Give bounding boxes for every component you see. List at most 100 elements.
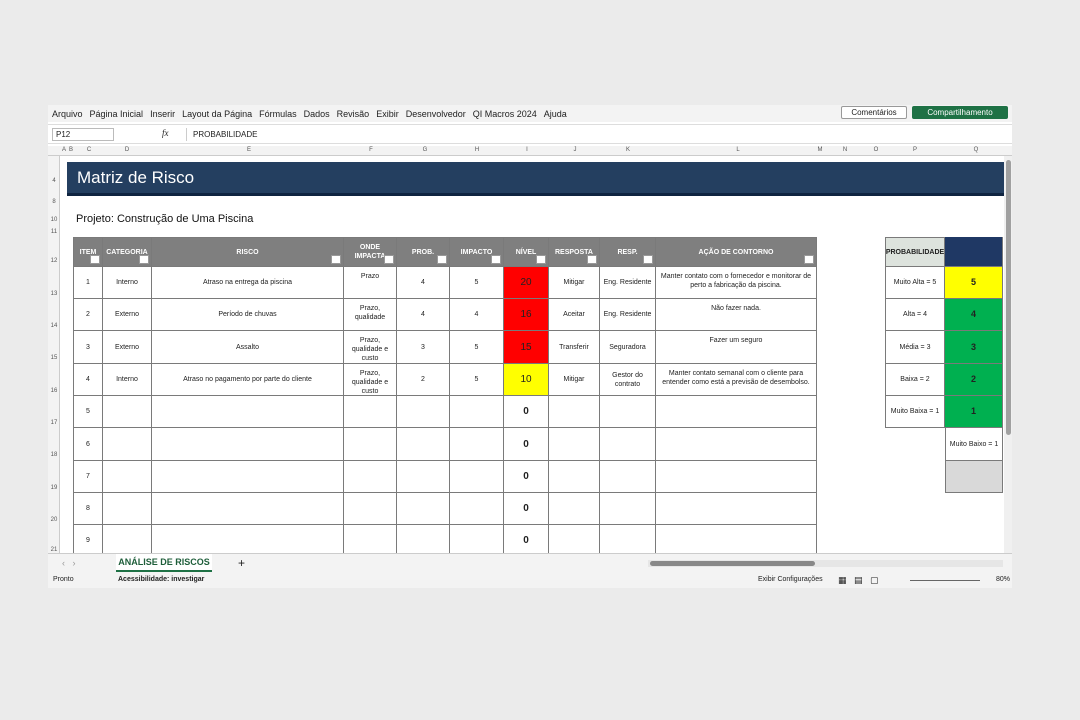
excel-window: Arquivo Página Inicial Inserir Layout da Pá… (48, 105, 1012, 588)
cell-item: 8 (73, 493, 103, 525)
empty-cell (397, 493, 450, 525)
table-header: RESPOSTA (549, 237, 600, 267)
cell-impacto: 5 (450, 331, 504, 364)
row-number: 13 (50, 291, 58, 297)
menu-item[interactable]: Ajuda (543, 108, 567, 119)
empty-cell (344, 525, 397, 553)
row-headers: 4 8 10 11 12 13 14 15 16 17 18 19 20 21 (48, 156, 60, 553)
view-buttons[interactable]: ▦ ▤ ▢ (838, 575, 879, 585)
row-number: 11 (50, 229, 58, 235)
zoom-slider[interactable] (910, 580, 980, 581)
cell-risco: Atraso na entrega da piscina (152, 267, 344, 299)
menu-item[interactable]: Fórmulas (259, 108, 297, 119)
empty-cell (397, 461, 450, 493)
formula-input[interactable]: PROBABILIDADE (186, 128, 1006, 141)
cell-impacto: 5 (450, 267, 504, 299)
status-ready: Pronto (53, 576, 74, 583)
filter-button[interactable] (384, 255, 394, 264)
cell-item: 3 (73, 331, 103, 364)
column-letter: B (68, 147, 73, 153)
empty-cell (344, 428, 397, 461)
column-letter: Q (973, 147, 979, 153)
name-box[interactable]: P12 (52, 128, 114, 141)
empty-cell (600, 493, 656, 525)
empty-cell (450, 461, 504, 493)
row-number: 15 (50, 355, 58, 361)
menu-item[interactable]: QI Macros 2024 (472, 108, 537, 119)
cell-prob: 4 (397, 267, 450, 299)
column-letter: E (246, 147, 251, 153)
empty-cell (103, 525, 152, 553)
filter-button[interactable] (331, 255, 341, 264)
cell-nivel: 0 (504, 428, 549, 461)
empty-cell (344, 493, 397, 525)
menu-item[interactable]: Exibir (376, 108, 399, 119)
legend-label: Alta = 4 (885, 299, 945, 331)
cell-onde: Prazo, qualidade e custo (344, 331, 397, 364)
empty-cell (103, 396, 152, 428)
menu-item[interactable]: Arquivo (52, 108, 83, 119)
comments-button[interactable]: Comentários (841, 106, 907, 119)
empty-cell (450, 493, 504, 525)
filter-button[interactable] (491, 255, 501, 264)
filter-button[interactable] (536, 255, 546, 264)
cell-nivel: 15 (504, 331, 549, 364)
table-header: AÇÃO DE CONTORNO (656, 237, 817, 267)
legend-header: PROBABILIDADE (885, 237, 945, 267)
table-header: PROB. (397, 237, 450, 267)
status-view[interactable]: Exibir Configurações (758, 576, 823, 583)
empty-cell (152, 461, 344, 493)
cell-item: 5 (73, 396, 103, 428)
empty-cell (549, 396, 600, 428)
empty-cell (600, 461, 656, 493)
filter-button[interactable] (587, 255, 597, 264)
menu-item[interactable]: Página Inicial (89, 108, 144, 119)
empty-cell (103, 493, 152, 525)
column-letter: P (912, 147, 917, 153)
table-header: IMPACTO (450, 237, 504, 267)
menu-item[interactable]: Dados (303, 108, 330, 119)
table-header: ONDE IMPACTA (344, 237, 397, 267)
legend-gray (945, 461, 1003, 493)
cell-prob: 3 (397, 331, 450, 364)
filter-button[interactable] (804, 255, 814, 264)
empty-cell (450, 525, 504, 553)
status-accessibility[interactable]: Acessibilidade: investigar (118, 576, 205, 583)
empty-cell (152, 428, 344, 461)
scroll-thumb[interactable] (650, 561, 815, 566)
cell-resposta: Mitigar (549, 364, 600, 396)
menu-item[interactable]: Desenvolvedor (405, 108, 466, 119)
cell-risco: Atraso no pagamento por parte do cliente (152, 364, 344, 396)
cell-nivel: 0 (504, 461, 549, 493)
cell-nivel: 16 (504, 299, 549, 331)
row-number: 14 (50, 323, 58, 329)
filter-button[interactable] (437, 255, 447, 264)
cell-resposta: Aceitar (549, 299, 600, 331)
menu-item[interactable]: Layout da Página (182, 108, 253, 119)
tab-nav[interactable]: ‹ › (62, 558, 76, 568)
column-letter: L (736, 147, 740, 153)
formula-bar: P12 fx PROBABILIDADE (48, 124, 1012, 144)
sheet-title: Matriz de Risco (67, 162, 1004, 196)
cell-acao: Manter contato semanal com o cliente par… (656, 364, 817, 396)
cell-prob: 2 (397, 364, 450, 396)
menu-item[interactable]: Inserir (150, 108, 176, 119)
cell-nivel: 10 (504, 364, 549, 396)
scroll-thumb[interactable] (1006, 160, 1011, 435)
filter-button[interactable] (643, 255, 653, 264)
share-button[interactable]: Compartilhamento (912, 106, 1008, 119)
legend-value: 5 (945, 267, 1003, 299)
vertical-scrollbar[interactable] (1004, 156, 1012, 553)
horizontal-scrollbar[interactable] (648, 560, 1003, 567)
row-number: 12 (50, 258, 58, 264)
cell-resposta: Mitigar (549, 267, 600, 299)
sheet-tab[interactable]: ANÁLISE DE RISCOS (116, 554, 212, 572)
menu-item[interactable]: Revisão (336, 108, 370, 119)
cell-acao: Não fazer nada. (656, 299, 817, 331)
filter-button[interactable] (90, 255, 100, 264)
filter-button[interactable] (139, 255, 149, 264)
status-zoom[interactable]: 80% (996, 576, 1011, 583)
add-sheet-button[interactable]: + (238, 556, 246, 570)
